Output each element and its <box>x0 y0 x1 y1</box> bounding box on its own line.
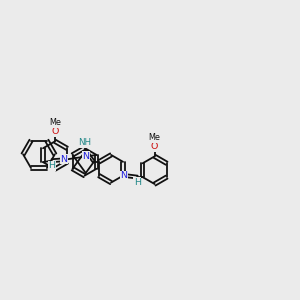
Text: H: H <box>134 178 141 187</box>
Text: O: O <box>151 142 158 151</box>
Text: H: H <box>48 161 55 170</box>
Text: N: N <box>61 155 68 164</box>
Text: N: N <box>82 152 89 160</box>
Text: NH: NH <box>79 138 92 147</box>
Text: O: O <box>51 127 59 136</box>
Text: Me: Me <box>49 118 61 127</box>
Text: N: N <box>120 171 127 180</box>
Text: Me: Me <box>149 134 161 142</box>
